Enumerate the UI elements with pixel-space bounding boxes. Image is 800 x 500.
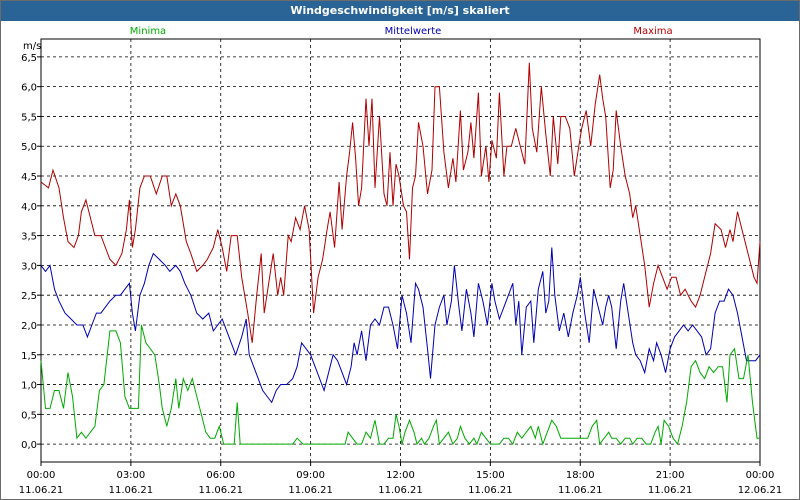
x-tick-date-label: 11.06.21 bbox=[558, 485, 603, 496]
y-tick-label: 0,5 bbox=[21, 410, 37, 421]
legend-item-minima: Minima bbox=[130, 26, 166, 37]
legend: Maxima Mittelwerte Minima bbox=[130, 26, 673, 37]
x-tick-date-label: 12.06.21 bbox=[738, 485, 783, 496]
series-line-mittelwerte bbox=[40, 247, 761, 404]
x-tick-date-label: 11.06.21 bbox=[468, 485, 513, 496]
y-tick-label: 4,0 bbox=[21, 202, 37, 213]
y-tick-label: 0,0 bbox=[21, 440, 37, 451]
x-tick-time-label: 03:00 bbox=[116, 470, 145, 481]
series-line-minima bbox=[40, 324, 760, 446]
y-axis-label: m/s bbox=[23, 41, 41, 52]
x-tick-date-label: 11.06.21 bbox=[198, 485, 243, 496]
x-tick-date-label: 11.06.21 bbox=[288, 485, 333, 496]
y-tick-label: 1,5 bbox=[21, 351, 37, 362]
y-tick-label: 2,0 bbox=[21, 321, 37, 332]
legend-item-mittelwerte: Mittelwerte bbox=[385, 26, 442, 37]
y-tick-label: 5,0 bbox=[21, 142, 37, 153]
grid bbox=[41, 39, 760, 462]
y-tick-label: 1,0 bbox=[21, 381, 37, 392]
series-layer bbox=[40, 62, 761, 446]
legend-item-maxima: Maxima bbox=[633, 26, 672, 37]
y-tick-label: 2,5 bbox=[21, 291, 37, 302]
x-tick-time-label: 21:00 bbox=[656, 470, 685, 481]
y-tick-label: 3,0 bbox=[21, 261, 37, 272]
chart-title: Windgeschwindigkeit [m/s] skaliert bbox=[1, 1, 799, 21]
x-tick-time-label: 00:00 bbox=[27, 470, 56, 481]
y-tick-label: 3,5 bbox=[21, 232, 37, 243]
y-tick-label: 6,5 bbox=[21, 53, 37, 64]
x-tick-time-label: 12:00 bbox=[386, 470, 415, 481]
x-tick-time-label: 00:00 bbox=[746, 470, 775, 481]
x-tick-date-label: 11.06.21 bbox=[109, 485, 154, 496]
y-tick-label: 6,0 bbox=[21, 83, 37, 94]
y-tick-label: 4,5 bbox=[21, 172, 37, 183]
x-tick-date-label: 11.06.21 bbox=[648, 485, 693, 496]
x-tick-time-label: 09:00 bbox=[296, 470, 325, 481]
x-tick-time-label: 06:00 bbox=[206, 470, 235, 481]
x-axis-ticks: 00:00 11.06.21 03:00 11.06.21 06:00 11.06.21 0… bbox=[19, 462, 783, 496]
x-tick-date-label: 11.06.21 bbox=[378, 485, 423, 496]
series-line-maxima bbox=[40, 62, 761, 343]
y-axis-ticks: 0,0 0,5 1,0 1,5 2,0 2,5 3,0 3,5 4,0 4,5 5,0 5,5 6,0 6… bbox=[21, 53, 41, 451]
x-tick-date-label: 11.06.21 bbox=[19, 485, 64, 496]
x-tick-time-label: 15:00 bbox=[476, 470, 505, 481]
x-tick-time-label: 18:00 bbox=[566, 470, 595, 481]
y-tick-label: 5,5 bbox=[21, 112, 37, 123]
